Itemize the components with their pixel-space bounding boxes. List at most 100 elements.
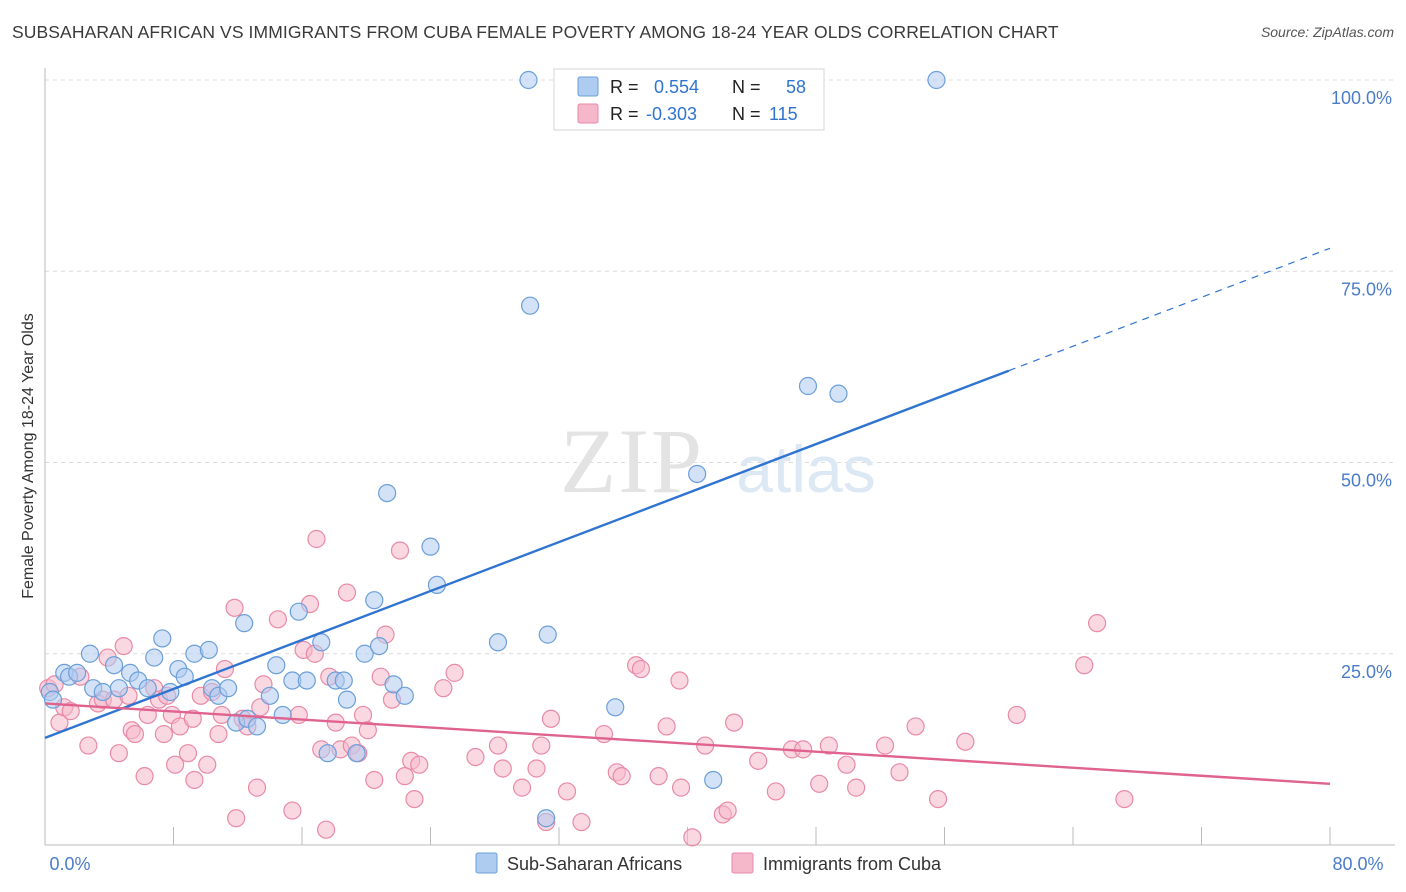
- subsaharan-point: [318, 744, 337, 763]
- legend-n-label-1: N =: [732, 77, 761, 97]
- subsaharan-point: [43, 690, 63, 709]
- subsaharan-point: [395, 686, 414, 705]
- cuba-point: [185, 770, 204, 790]
- trendline-subsaharan-extension: [1008, 247, 1331, 372]
- cuba-point: [493, 759, 512, 778]
- legend-n-value-1: 58: [786, 77, 806, 97]
- cuba-point: [541, 709, 561, 728]
- y-axis-label: Female Poverty Among 18-24 Year Olds: [20, 313, 37, 599]
- cuba-point: [724, 713, 744, 732]
- cuba-point: [1075, 656, 1094, 675]
- cuba-point: [657, 717, 676, 736]
- cuba-point: [1007, 705, 1026, 725]
- y-tick-label-75: 75.0%: [1341, 279, 1392, 299]
- cuba-point: [247, 778, 267, 797]
- subsaharan-point: [68, 663, 87, 682]
- subsaharan-point: [519, 70, 538, 90]
- bottom-legend-label-cuba: Immigrants from Cuba: [763, 854, 942, 874]
- legend-r-value-2: -0.303: [646, 104, 697, 124]
- trendlines: [44, 247, 1331, 785]
- legend-r-label-2: R =: [610, 104, 639, 124]
- subsaharan-point: [334, 671, 353, 690]
- correlation-legend: R = 0.554 N = 58 R = -0.303 N = 115: [553, 68, 825, 131]
- subsaharan-point: [267, 656, 286, 675]
- subsaharan-point: [312, 633, 331, 652]
- cuba-point: [837, 755, 856, 774]
- subsaharan-point: [704, 770, 723, 790]
- subsaharan-point: [199, 640, 218, 660]
- cuba-point: [227, 809, 246, 828]
- series-subsaharan-points: [40, 70, 946, 828]
- cuba-point: [353, 705, 373, 725]
- cuba-point: [365, 770, 384, 790]
- subsaharan-point: [384, 675, 403, 694]
- subsaharan-point: [378, 484, 397, 503]
- subsaharan-point: [520, 296, 540, 315]
- watermark-atlas: atlas: [736, 432, 875, 506]
- cuba-point: [209, 724, 228, 744]
- subsaharan-point: [927, 70, 946, 90]
- cuba-point: [410, 755, 429, 774]
- cuba-point: [906, 717, 925, 736]
- subsaharan-point: [273, 705, 292, 725]
- subsaharan-point: [104, 656, 124, 675]
- subsaharan-point: [365, 591, 384, 610]
- cuba-point: [225, 598, 244, 617]
- cuba-point: [390, 541, 410, 560]
- cuba-point: [268, 610, 288, 629]
- cuba-point: [337, 583, 357, 602]
- subsaharan-point: [145, 648, 164, 667]
- cuba-point: [718, 801, 737, 820]
- subsaharan-point: [355, 644, 374, 663]
- cuba-point: [135, 767, 154, 786]
- subsaharan-point: [138, 679, 157, 698]
- subsaharan-point: [538, 625, 557, 644]
- cuba-point: [527, 759, 546, 778]
- subsaharan-point: [337, 690, 357, 709]
- cuba-point: [466, 747, 485, 767]
- y-tick-labels: 25.0% 50.0% 75.0% 100.0%: [1331, 88, 1392, 682]
- subsaharan-point: [606, 698, 625, 717]
- cuba-point: [810, 774, 829, 793]
- subsaharan-point: [260, 686, 279, 705]
- cuba-point: [1115, 789, 1134, 809]
- cuba-point: [109, 744, 128, 763]
- subsaharan-point: [80, 644, 100, 663]
- cuba-point: [114, 636, 133, 656]
- cuba-point: [434, 679, 453, 698]
- subsaharan-point: [537, 809, 556, 828]
- cuba-point: [1087, 614, 1107, 633]
- bottom-legend-label-subsaharan: Sub-Saharan Africans: [507, 854, 682, 874]
- series-legend: Sub-Saharan Africans Immigrants from Cub…: [475, 852, 942, 874]
- cuba-point: [79, 736, 98, 755]
- subsaharan-point: [247, 717, 267, 736]
- y-tick-label-25: 25.0%: [1341, 662, 1392, 682]
- cuba-point: [819, 736, 838, 755]
- legend-n-value-2: 115: [769, 104, 798, 124]
- cuba-point: [166, 755, 185, 774]
- subsaharan-point: [93, 682, 112, 702]
- cuba-point: [183, 709, 202, 728]
- y-tick-label-50: 50.0%: [1341, 471, 1392, 491]
- cuba-point: [532, 736, 551, 755]
- cuba-point: [125, 724, 145, 744]
- cuba-point: [671, 778, 691, 797]
- cuba-point: [178, 744, 198, 763]
- subsaharan-point: [235, 614, 254, 633]
- cuba-point: [572, 812, 591, 832]
- legend-r-label-1: R =: [610, 77, 639, 97]
- cuba-point: [512, 778, 532, 797]
- source-label: Source: ZipAtlas.com: [1260, 24, 1394, 40]
- bottom-legend-swatch-blue: [475, 852, 498, 874]
- cuba-point: [395, 767, 414, 786]
- subsaharan-point: [370, 636, 389, 656]
- subsaharan-point: [421, 537, 440, 556]
- cuba-point: [612, 767, 631, 786]
- subsaharan-point: [688, 464, 707, 484]
- cuba-point: [749, 751, 768, 770]
- cuba-point: [649, 767, 668, 786]
- x-tick-label-min: 0.0%: [49, 854, 90, 874]
- cuba-point: [405, 789, 424, 809]
- subsaharan-point: [347, 744, 366, 763]
